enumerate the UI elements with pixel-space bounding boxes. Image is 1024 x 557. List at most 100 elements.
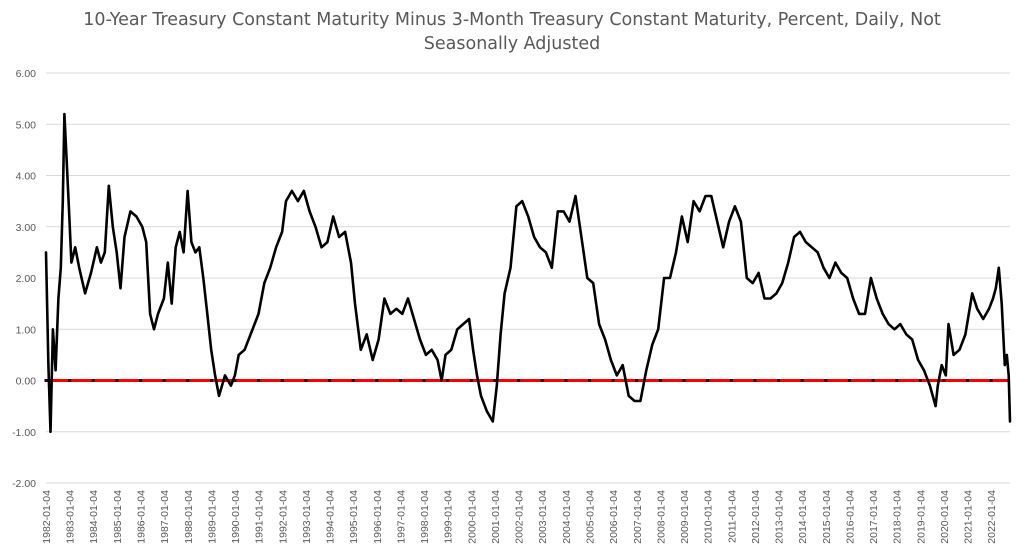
x-tick-label: 2011-01-04 <box>726 490 738 543</box>
zero-line-marker <box>564 379 568 382</box>
zero-line-marker <box>588 379 592 382</box>
x-tick-label: 1992-01-04 <box>277 490 289 544</box>
x-tick-label: 1994-01-04 <box>325 490 337 544</box>
zero-line-marker <box>989 379 993 382</box>
zero-line-marker <box>68 379 72 382</box>
y-tick-label: 3.00 <box>16 222 37 234</box>
y-tick-label: -2.00 <box>12 478 36 490</box>
y-tick-label: 5.00 <box>16 119 37 131</box>
x-tick-label: 1986-01-04 <box>136 490 148 544</box>
zero-line-marker <box>611 379 615 382</box>
zero-line-marker <box>753 379 757 382</box>
x-tick-label: 1990-01-04 <box>230 490 242 544</box>
x-tick-label: 2018-01-04 <box>892 490 904 544</box>
x-tick-label: 2001-01-04 <box>490 490 502 544</box>
zero-line-marker <box>469 379 473 382</box>
x-tick-label: 1987-01-04 <box>159 490 171 544</box>
x-tick-label: 1982-01-04 <box>41 490 53 544</box>
y-tick-label: 0.00 <box>16 376 37 388</box>
zero-line-marker <box>871 379 875 382</box>
zero-line-marker <box>115 379 119 382</box>
zero-line-marker <box>918 379 922 382</box>
x-tick-label: 2020-01-04 <box>939 490 951 544</box>
x-tick-label: 2019-01-04 <box>915 490 927 544</box>
y-axis-tick-labels: 6.00 5.00 4.00 3.00 2.00 1.00 0.00 -1.00 -2.00 <box>12 68 36 490</box>
x-tick-label: 2013-01-04 <box>774 490 786 544</box>
zero-line-marker <box>186 379 190 382</box>
x-tick-label: 1985-01-04 <box>112 490 124 544</box>
zero-line-marker <box>328 379 332 382</box>
zero-line-marker <box>209 379 213 382</box>
zero-line-marker <box>375 379 379 382</box>
x-tick-label: 1997-01-04 <box>395 490 407 544</box>
zero-line-marker <box>398 379 402 382</box>
x-tick-label: 1993-01-04 <box>301 490 313 544</box>
x-tick-label: 2006-01-04 <box>608 490 620 544</box>
zero-line-marker <box>517 379 521 382</box>
zero-line-marker <box>540 379 544 382</box>
x-tick-label: 1995-01-04 <box>348 490 360 544</box>
zero-line-marker <box>847 379 851 382</box>
chart-title-line-1: 10-Year Treasury Constant Maturity Minus… <box>83 10 941 30</box>
zero-line-marker <box>304 379 308 382</box>
x-tick-label: 2003-01-04 <box>537 490 549 544</box>
zero-line-marker <box>682 379 686 382</box>
zero-reference-line <box>44 379 1010 382</box>
zero-line-marker <box>777 379 781 382</box>
zero-line-marker <box>942 379 946 382</box>
zero-line-marker <box>966 379 970 382</box>
zero-line-marker <box>800 379 804 382</box>
y-tick-label: 2.00 <box>16 273 37 285</box>
x-tick-label: 1984-01-04 <box>88 490 100 544</box>
zero-line-marker <box>44 379 48 382</box>
x-tick-label: 2016-01-04 <box>844 490 856 544</box>
x-tick-label: 1988-01-04 <box>183 490 195 544</box>
y-tick-label: -1.00 <box>12 427 36 439</box>
x-tick-label: 1989-01-04 <box>206 490 218 544</box>
zero-line-marker <box>729 379 733 382</box>
zero-line-marker <box>446 379 450 382</box>
zero-line-marker <box>635 379 639 382</box>
x-tick-label: 2000-01-04 <box>466 490 478 544</box>
x-tick-label: 2002-01-04 <box>514 490 526 544</box>
x-tick-label: 2007-01-04 <box>632 490 644 544</box>
zero-line-marker <box>351 379 355 382</box>
x-tick-label: 1996-01-04 <box>372 490 384 544</box>
x-tick-label: 1999-01-04 <box>443 490 455 544</box>
chart-title-line-2: Seasonally Adjusted <box>423 34 601 54</box>
chart-title: 10-Year Treasury Constant Maturity Minus… <box>0 8 1024 56</box>
x-tick-label: 2010-01-04 <box>703 490 715 544</box>
x-tick-label: 2012-01-04 <box>750 490 762 544</box>
y-tick-label: 6.00 <box>16 68 37 80</box>
x-axis-tick-labels: 1982-01-04 1983-01-04 1984-01-04 1985-01-04… <box>41 490 998 544</box>
series-line <box>44 112 1012 434</box>
series-layer <box>44 112 1012 434</box>
zero-line-marker <box>493 379 497 382</box>
zero-line-marker <box>422 379 426 382</box>
zero-line-marker <box>706 379 710 382</box>
x-tick-label: 2014-01-04 <box>797 490 809 544</box>
zero-line-marker <box>91 379 95 382</box>
x-tick-label: 2022-01-04 <box>986 490 998 544</box>
x-tick-label: 2004-01-04 <box>561 490 573 544</box>
x-tick-label: 1991-01-04 <box>254 490 266 544</box>
x-tick-label: 2021-01-04 <box>963 490 975 544</box>
y-tick-label: 1.00 <box>16 324 37 336</box>
zero-line-marker <box>658 379 662 382</box>
x-tick-label: 1998-01-04 <box>419 490 431 544</box>
zero-line-marker <box>895 379 899 382</box>
x-tick-label: 2005-01-04 <box>585 490 597 544</box>
zero-line-marker <box>824 379 828 382</box>
y-tick-label: 4.00 <box>16 171 37 183</box>
zero-line-marker <box>280 379 284 382</box>
x-tick-label: 2009-01-04 <box>679 490 691 544</box>
x-tick-label: 2015-01-04 <box>821 490 833 544</box>
zero-line-marker <box>233 379 237 382</box>
grid-lines <box>46 72 1010 484</box>
zero-line-marker <box>257 379 261 382</box>
x-tick-label: 2008-01-04 <box>655 490 667 544</box>
zero-line-marker <box>139 379 143 382</box>
x-tick-label: 1983-01-04 <box>65 490 77 544</box>
x-tick-label: 2017-01-04 <box>868 490 880 544</box>
